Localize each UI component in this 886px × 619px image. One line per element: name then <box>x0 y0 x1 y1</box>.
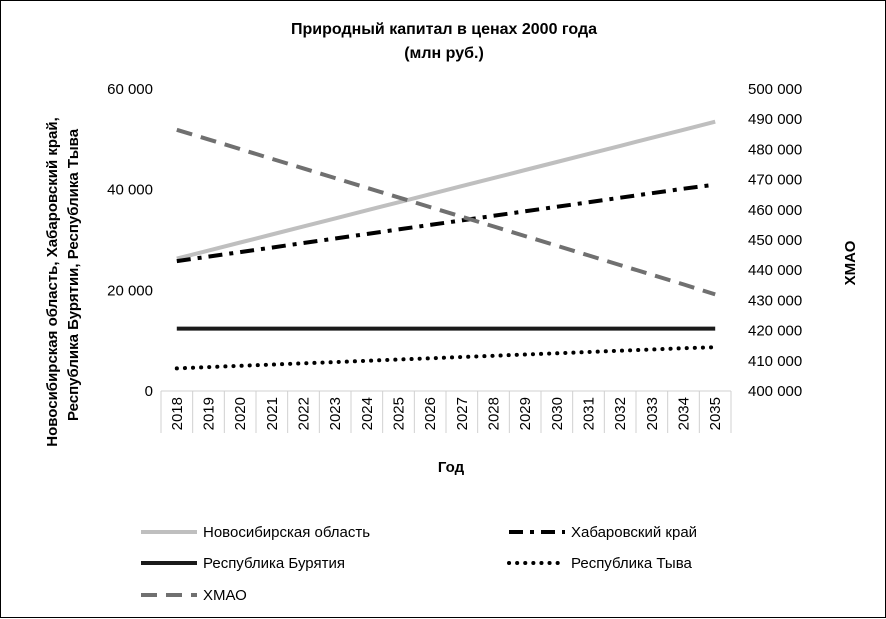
x-tick-label: 2034 <box>676 397 693 430</box>
y2-tick-label: 470 000 <box>748 172 802 189</box>
legend-label: Республика Тыва <box>571 555 693 572</box>
y2-tick-label: 400 000 <box>748 383 802 400</box>
x-tick-label: 2023 <box>327 397 344 430</box>
series-line-1 <box>176 119 716 261</box>
y-tick-label: 60 000 <box>107 81 153 98</box>
y2-tick-label: 490 000 <box>748 111 802 128</box>
x-tick-label: 2032 <box>612 397 629 430</box>
y2-tick-label: 500 000 <box>748 81 802 98</box>
x-tick-label: 2031 <box>581 397 598 430</box>
x-tick-label: 2030 <box>549 397 566 430</box>
x-tick-label: 2018 <box>169 397 186 430</box>
x-tick-label: 2022 <box>296 397 313 430</box>
y-tick-label: 20 000 <box>107 282 153 299</box>
x-tick-label: 2026 <box>422 397 439 430</box>
y-axis-title-line1: Новосибирская область, Хабаровский край, <box>44 117 61 446</box>
legend-label: ХМАО <box>203 587 247 604</box>
legend: Новосибирская область Хабаровский край Рес… <box>141 524 697 604</box>
series-line-2 <box>176 182 716 264</box>
y-tick-label: 0 <box>145 383 153 400</box>
x-tick-label: 2021 <box>264 397 281 430</box>
x-tick-label: 2019 <box>201 397 218 430</box>
x-tick-label: 2028 <box>486 397 503 430</box>
series-line-4 <box>174 345 718 371</box>
x-tick-label: 2027 <box>454 397 471 430</box>
legend-label: Новосибирская область <box>203 524 370 541</box>
x-tick-label: 2033 <box>644 397 661 430</box>
y2-tick-label: 480 000 <box>748 141 802 158</box>
x-tick-label: 2024 <box>359 397 376 430</box>
y2-tick-label: 460 000 <box>748 202 802 219</box>
x-tick-label: 2020 <box>232 397 249 430</box>
y2-tick-label: 420 000 <box>748 323 802 340</box>
series-line-5 <box>176 127 716 297</box>
y-axis-title-line2: Республика Бурятии, Республика Тыва <box>65 128 82 421</box>
legend-label: Республика Бурятия <box>203 555 345 572</box>
x-tick-label: 2025 <box>391 397 408 430</box>
y-tick-label: 40 000 <box>107 182 153 199</box>
legend-label: Хабаровский край <box>571 524 697 541</box>
y2-axis-title: ХМАО <box>842 240 859 285</box>
series-group <box>174 119 718 371</box>
chart-title-line1: Природный капитал в ценах 2000 года <box>291 21 597 38</box>
x-axis-title: Год <box>438 459 465 476</box>
chart-title-line2: (млн руб.) <box>404 45 484 62</box>
y2-tick-label: 430 000 <box>748 292 802 309</box>
x-tick-label: 2029 <box>517 397 534 430</box>
x-tick-label: 2035 <box>707 397 724 430</box>
y2-tick-label: 450 000 <box>748 232 802 249</box>
axes-group: 2018 2019 2020 2021 2022 2023 2024 2025 2026 2027… <box>107 81 802 433</box>
y2-tick-label: 410 000 <box>748 353 802 370</box>
y2-tick-label: 440 000 <box>748 262 802 279</box>
